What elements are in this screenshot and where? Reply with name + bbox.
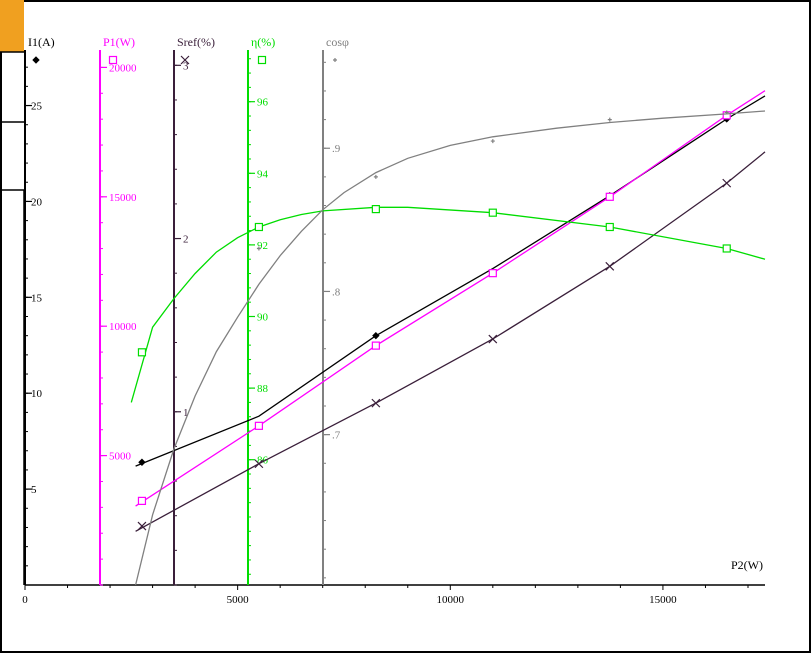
y-tick-label: .8 [332, 286, 341, 298]
y-axis-title: P1(W) [103, 35, 135, 49]
y-tick-label: 88 [257, 383, 269, 395]
cross-marker [722, 178, 732, 188]
series-Sref [135, 151, 766, 532]
y-tick-label: 20 [31, 196, 43, 208]
y-axis-I1: I1(A) 5 10 15 20 25 [24, 35, 55, 586]
x-tick-label: 0 [22, 594, 28, 606]
y-axis-P1: P1(W) 5000 10000 15000 20000 [99, 35, 137, 586]
y-tick-label: .9 [332, 143, 341, 155]
y-tick-label: 5000 [109, 451, 132, 463]
cross-marker [371, 398, 381, 408]
square-marker [108, 55, 118, 65]
star-marker [607, 117, 612, 122]
square-marker [137, 348, 147, 357]
cross-marker [180, 55, 190, 65]
cross-marker [488, 334, 498, 344]
square-marker [488, 208, 497, 217]
y-tick-label: 92 [257, 240, 268, 252]
corner-tab [0, 0, 24, 52]
series-P1 [135, 90, 766, 507]
series-line [135, 90, 766, 507]
x-axis-title: P2(W) [731, 558, 763, 572]
y-tick-label: .7 [332, 430, 341, 442]
x-tick-label: 15000 [649, 594, 677, 606]
series-cosphi [134, 110, 766, 586]
series-line [134, 110, 766, 586]
square-marker [371, 341, 380, 350]
star-marker [373, 174, 378, 179]
series-line [130, 206, 766, 403]
star-marker [333, 58, 337, 62]
cross-marker [605, 261, 615, 271]
series-I1 [135, 95, 766, 467]
star-marker [490, 139, 495, 144]
x-tick-label: 10000 [437, 594, 465, 606]
y-tick-label: 1 [183, 407, 189, 419]
square-marker [488, 269, 497, 278]
square-marker [371, 205, 380, 214]
y-axis-title: Sref(%) [177, 35, 215, 49]
square-marker [137, 496, 147, 505]
y-axis-Sref: Sref(%) 1 2 3 [173, 35, 215, 586]
y-tick-label: 15000 [109, 192, 137, 204]
series-eta [130, 205, 766, 403]
y-tick-label: 10 [31, 388, 43, 400]
y-tick-label: 2 [183, 234, 189, 246]
y-tick-label: 94 [257, 168, 269, 180]
cross-marker [254, 459, 264, 469]
series-line [135, 95, 766, 467]
square-marker [605, 192, 614, 201]
y-tick-label: 96 [257, 97, 269, 109]
y-tick-label: 3 [183, 60, 189, 72]
y-axis-cosphi: cosφ .7 .8 .9 [322, 35, 349, 585]
square-marker [722, 244, 731, 253]
y-axis-title: cosφ [326, 35, 349, 49]
y-axis-title: I1(A) [28, 35, 55, 49]
diamond-marker [138, 458, 146, 466]
series-line [135, 151, 766, 532]
y-tick-label: 5 [31, 484, 37, 496]
cross-marker [137, 521, 147, 531]
star-marker [724, 110, 729, 115]
y-tick-label: 90 [257, 312, 269, 324]
y-axis-title: η(%) [251, 35, 275, 49]
diamond-marker [32, 56, 40, 64]
square-marker [605, 222, 614, 232]
square-marker [257, 55, 267, 65]
y-tick-label: 10000 [109, 321, 137, 333]
y-tick-label: 20000 [109, 62, 137, 74]
diamond-marker [372, 331, 380, 340]
x-tick-label: 5000 [227, 594, 250, 606]
square-marker [254, 421, 264, 430]
y-tick-label: 25 [31, 101, 43, 113]
star-marker [256, 246, 261, 251]
square-marker [254, 222, 264, 232]
y-tick-label: 15 [31, 292, 43, 304]
